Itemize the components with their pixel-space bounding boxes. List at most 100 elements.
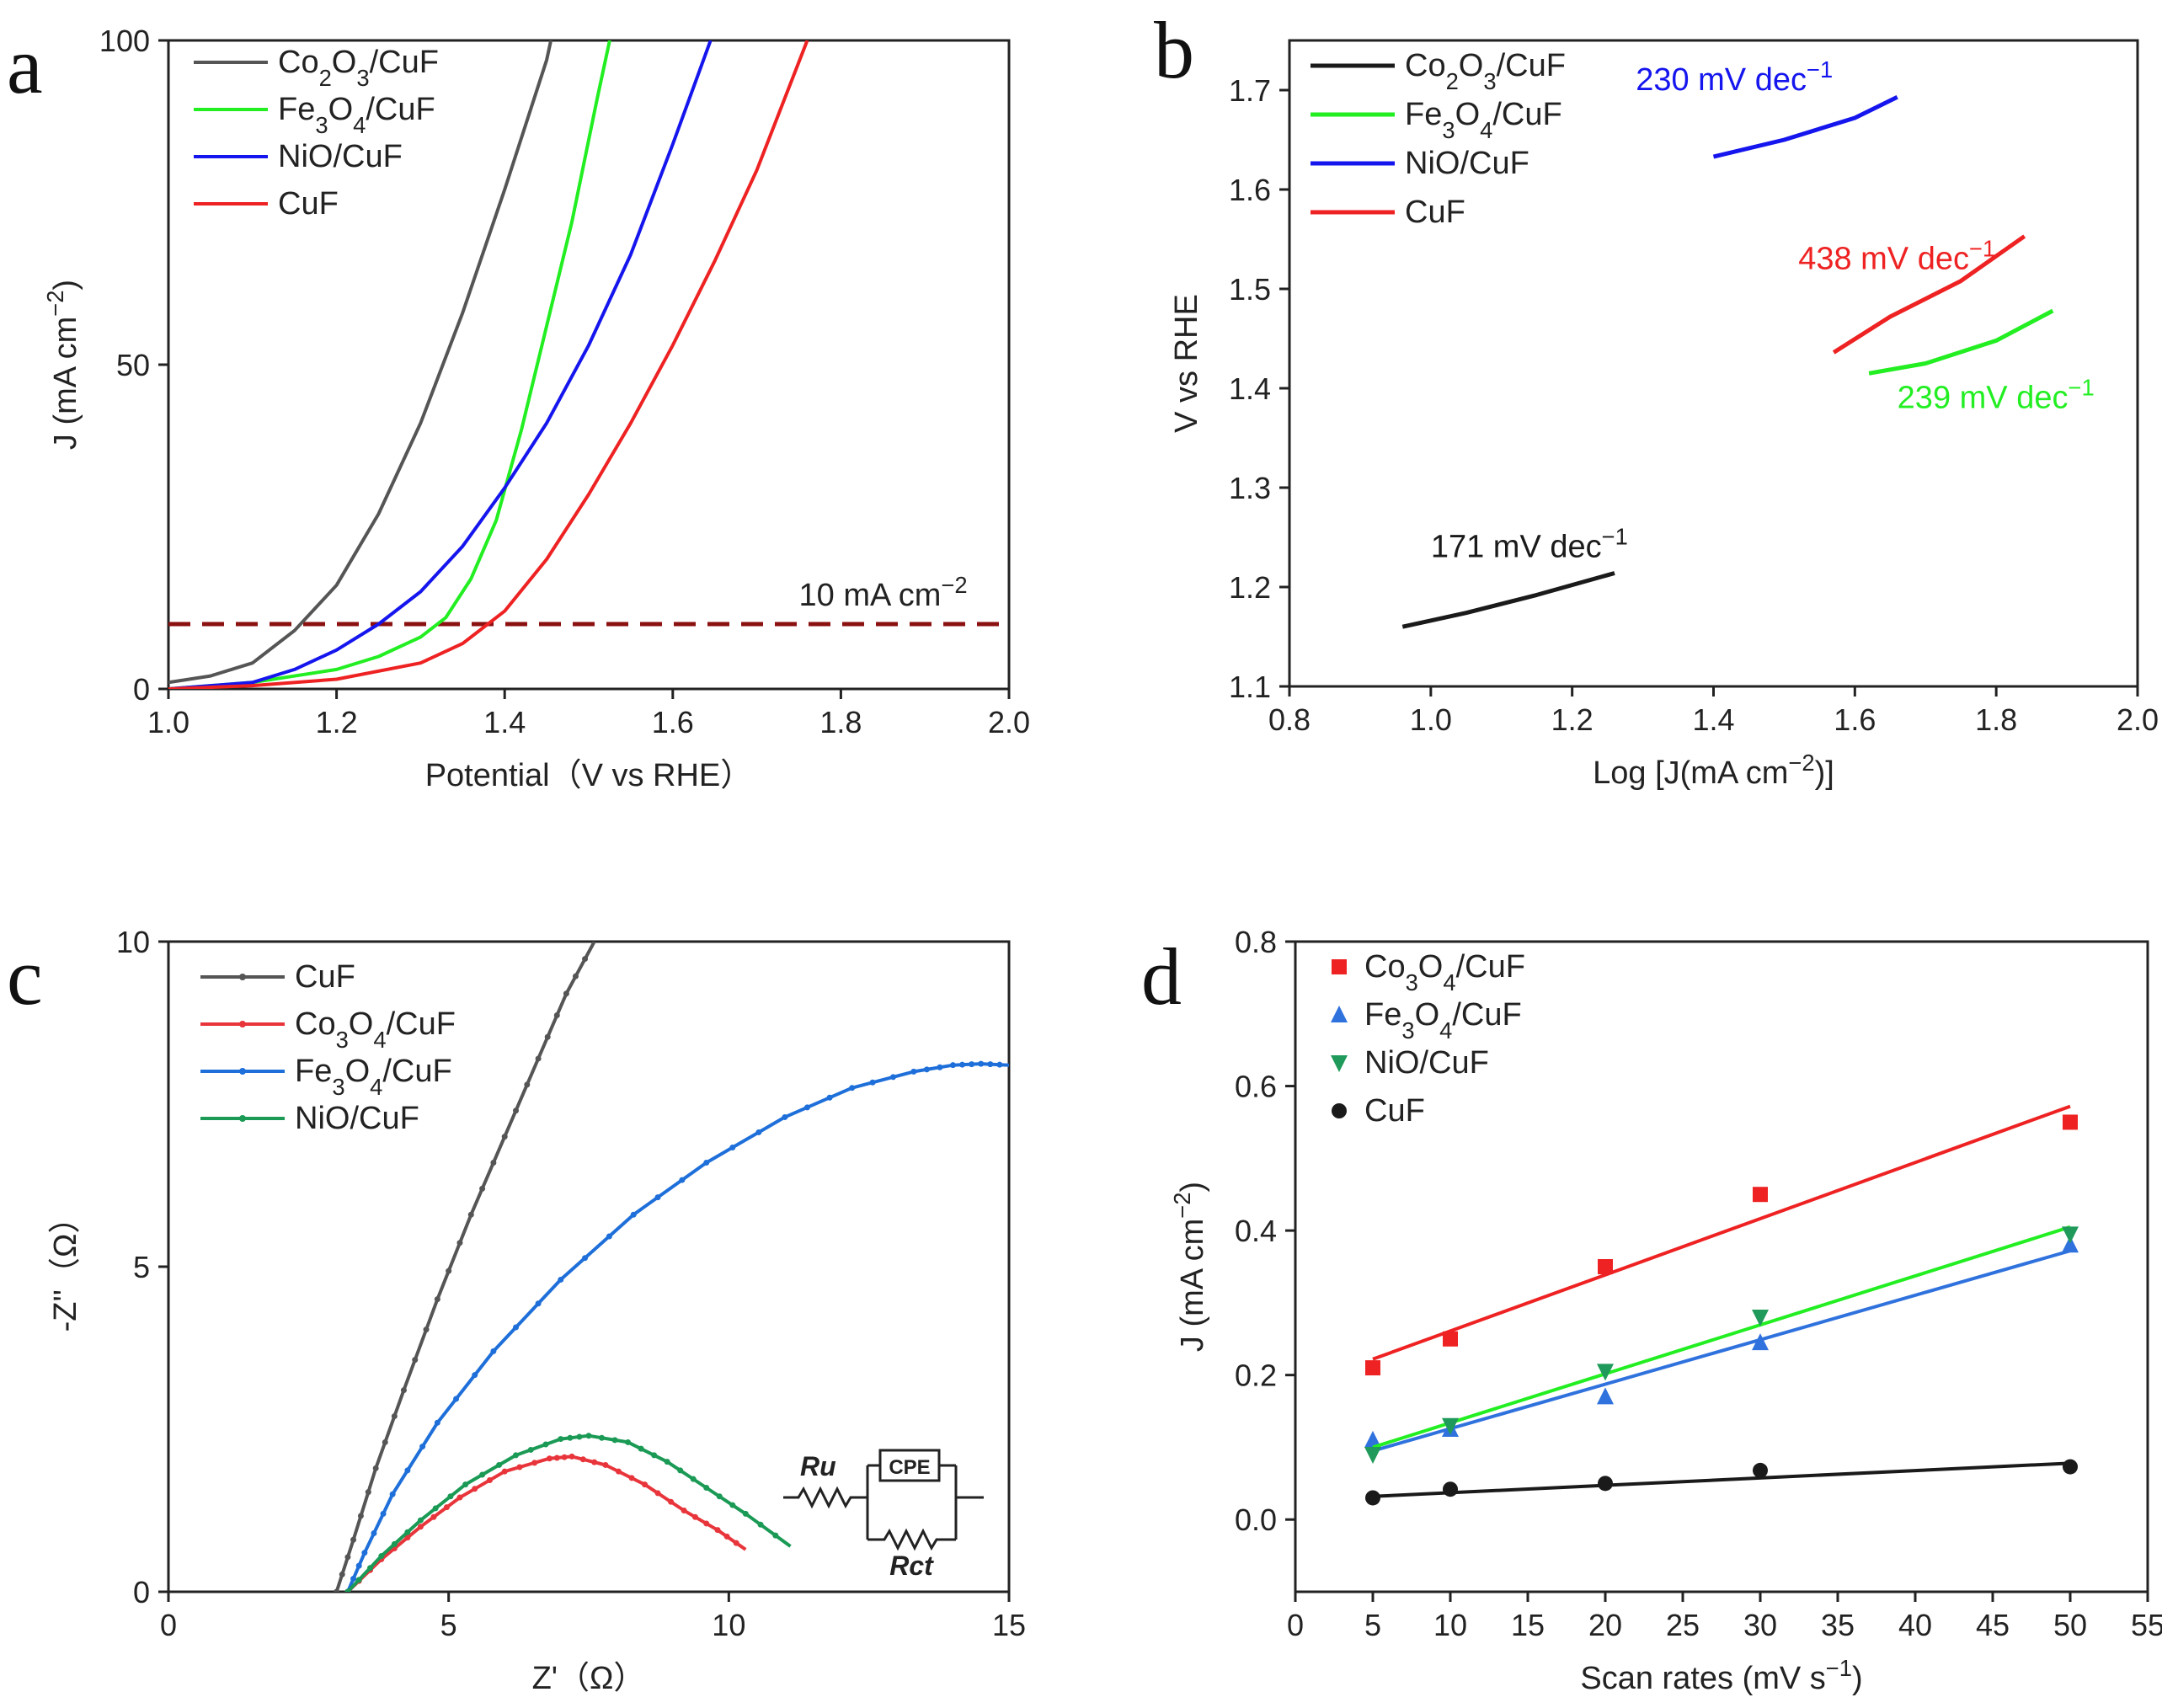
series-point-nio-cuf (462, 1481, 469, 1488)
legend-swatch-marker (239, 974, 246, 980)
series-point-co3o4-cuf (569, 1453, 575, 1460)
x-tick-label: 0 (1287, 1608, 1304, 1642)
series-point-fe3o4-cuf (513, 1324, 520, 1331)
series-point-cuf (423, 1326, 430, 1333)
legend-item: CuF (1311, 195, 1465, 230)
data-point-fe3o4-cuf (2062, 1236, 2079, 1253)
series-point-fe3o4-cuf (978, 1060, 985, 1067)
y-tick-label: 10 (116, 925, 150, 959)
series-point-co3o4-cuf (681, 1508, 687, 1513)
legend-item: CuF (1332, 1093, 1425, 1129)
series-point-co3o4-cuf (561, 1454, 568, 1460)
x-tick-label: 1.4 (483, 705, 526, 739)
x-axis-label: Log [J(mA cm−2)] (1593, 750, 1834, 792)
legend-item: NiO/CuF (1331, 1045, 1489, 1081)
panel-d: d 0 5 10 15 20 25 30 35 40 45 50 55 0.0 0.2 0.4 0.6 0.8 Sc… (1141, 925, 2162, 1696)
series-point-nio-cuf (542, 1441, 549, 1448)
legend-item: Fe3O4/CuF (1311, 97, 1562, 143)
series-point-fe3o4-cuf (889, 1074, 896, 1081)
series-line-fe3o4-cuf (168, 40, 611, 689)
series-point-fe3o4-cuf (582, 1255, 589, 1262)
data-point-co3o4-cuf (1443, 1331, 1458, 1347)
series-point-fe3o4-cuf (849, 1085, 856, 1092)
data-point-nio-cuf (2062, 1226, 2079, 1244)
legend-marker (1332, 1103, 1347, 1118)
data-point-co3o4-cuf (2063, 1114, 2078, 1130)
data-point-nio-cuf (1364, 1447, 1381, 1465)
series-point-nio-cuf (729, 1502, 736, 1508)
series-point-nio-cuf (772, 1532, 779, 1539)
legend-label: Co2O3/CuF (278, 45, 439, 91)
data-point-cuf (1598, 1476, 1613, 1492)
data-point-nio-cuf (1752, 1310, 1769, 1327)
series-point-cuf (490, 1159, 497, 1166)
series-line-nio-cuf (346, 1433, 792, 1592)
legend-label: Fe3O4/CuF (278, 92, 435, 138)
series-point-nio-cuf (378, 1553, 385, 1560)
x-axis-label: Z'（Ω） (532, 1661, 646, 1696)
series-point-nio-cuf (558, 1436, 564, 1443)
series-line-nio-cuf (1712, 95, 1898, 159)
data-point-nio-cuf (1442, 1417, 1459, 1435)
legend-swatch-marker (239, 1021, 246, 1027)
series-line-cuf (334, 942, 596, 1592)
series-point-fe3o4-cuf (404, 1467, 411, 1474)
series-point-co3o4-cuf (516, 1464, 523, 1470)
cpe-element (878, 1449, 941, 1482)
legend-item: Fe3O4/CuF (200, 1054, 452, 1100)
series-point-nio-cuf (625, 1438, 632, 1445)
x-tick-label: 10 (1433, 1608, 1467, 1642)
legend-item: Fe3O4/CuF (1331, 997, 1522, 1043)
series-point-cuf (391, 1413, 398, 1420)
series-point-nio-cuf (690, 1476, 697, 1482)
slope-annotation-fe3o4-cuf: 239 mV dec−1 (1898, 374, 2095, 416)
series-point-nio-cuf (527, 1446, 534, 1453)
series-point-nio-cuf (664, 1459, 670, 1465)
series-point-cuf (544, 1033, 551, 1040)
series-point-fe3o4-cuf (959, 1061, 966, 1068)
x-tick-label: 35 (1821, 1608, 1855, 1642)
series-point-nio-cuf (638, 1445, 644, 1452)
panel-letter-c: c (7, 931, 43, 1022)
x-tick-label: 20 (1588, 1608, 1622, 1642)
series-point-fe3o4-cuf (453, 1396, 460, 1402)
x-tick-label: 1.6 (1834, 702, 1876, 737)
series-point-co3o4-cuf (501, 1468, 508, 1475)
series-point-fe3o4-cuf (755, 1129, 762, 1135)
slope-annotation-cuf: 438 mV dec−1 (1798, 235, 1995, 277)
series-point-cuf (513, 1108, 520, 1114)
series-point-cuf (553, 1011, 560, 1018)
x-tick-label: 1.0 (1410, 702, 1452, 737)
series-point-cuf (467, 1211, 474, 1218)
series-point-cuf (434, 1296, 440, 1303)
series-point-fe3o4-cuf (558, 1276, 564, 1283)
x-tick-label: 1.8 (1975, 702, 2017, 737)
series-point-nio-cuf (576, 1433, 583, 1440)
x-tick-label: 1.8 (819, 705, 862, 739)
x-tick-label: 0 (160, 1608, 177, 1642)
plot-area (334, 942, 1009, 1592)
series-point-nio-cuf (367, 1565, 374, 1572)
series-point-co3o4-cuf (723, 1533, 730, 1540)
series-point-fe3o4-cuf (679, 1177, 686, 1183)
fit-line-co3o4-cuf (1372, 1104, 2071, 1361)
x-tick-label: 50 (2053, 1608, 2087, 1642)
legend-label: NiO/CuF (1364, 1045, 1489, 1081)
series-point-cuf (382, 1438, 388, 1445)
series-point-fe3o4-cuf (826, 1094, 833, 1101)
series-point-cuf (350, 1536, 357, 1543)
data-point-co3o4-cuf (1753, 1187, 1768, 1203)
series-point-nio-cuf (404, 1529, 411, 1535)
series-point-cuf (535, 1055, 542, 1062)
y-tick-label: 1.3 (1229, 471, 1271, 505)
series-point-nio-cuf (567, 1434, 574, 1441)
legend-swatch-marker (239, 1115, 246, 1122)
series-point-fe3o4-cuf (923, 1066, 930, 1073)
x-tick-label: 1.4 (1692, 702, 1734, 737)
slope-annotation-nio-cuf: 230 mV dec−1 (1636, 56, 1833, 99)
x-tick-label: 1.0 (147, 705, 190, 739)
series-point-nio-cuf (355, 1577, 362, 1583)
series-point-fe3o4-cuf (350, 1576, 357, 1583)
series-point-cuf (524, 1081, 531, 1088)
